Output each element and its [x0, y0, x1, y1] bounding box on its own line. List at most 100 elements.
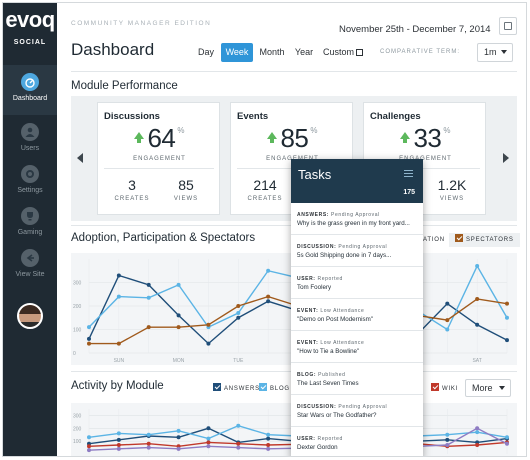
brand-sub: SOCIAL: [13, 39, 47, 46]
data-point[interactable]: [266, 443, 271, 447]
data-point[interactable]: [116, 443, 121, 447]
data-point[interactable]: [266, 294, 271, 299]
task-item[interactable]: DISCUSSION: Pending Approval Star Wars or…: [291, 395, 423, 427]
list-icon[interactable]: [404, 170, 413, 177]
data-point[interactable]: [266, 436, 271, 441]
export-button[interactable]: [499, 17, 517, 35]
data-point[interactable]: [206, 440, 211, 445]
data-point[interactable]: [206, 322, 211, 327]
task-item[interactable]: EVENT: Low Attendance "Demo on Post Moder…: [291, 299, 423, 331]
data-point[interactable]: [236, 315, 241, 320]
data-point[interactable]: [445, 327, 450, 332]
data-point[interactable]: [146, 445, 151, 450]
data-point[interactable]: [475, 296, 480, 301]
avatar[interactable]: [17, 303, 43, 329]
legend-wiki[interactable]: WIKI: [431, 382, 458, 396]
data-point[interactable]: [87, 336, 91, 341]
task-meta: EVENT: Low Attendance: [297, 308, 364, 314]
data-point[interactable]: [445, 437, 450, 442]
data-point[interactable]: [116, 431, 121, 436]
data-point[interactable]: [266, 268, 271, 273]
data-point[interactable]: [87, 444, 91, 449]
task-item[interactable]: DISCUSSION: Pending Approval 5s Gold Ship…: [291, 235, 423, 267]
comparative-term-select[interactable]: 1m: [477, 43, 513, 62]
data-point[interactable]: [236, 423, 241, 428]
data-point[interactable]: [206, 436, 211, 441]
module-card-discussions[interactable]: Discussions 64% ENGAGEMENT 3 CREATES 85 …: [97, 102, 220, 215]
task-item[interactable]: USER: Reported Tom Foolery: [291, 267, 423, 299]
data-point[interactable]: [505, 338, 509, 343]
tab-month[interactable]: Month: [259, 47, 285, 57]
sidebar-item-dashboard[interactable]: Dashboard: [3, 65, 57, 115]
data-point[interactable]: [87, 448, 91, 453]
sidebar-item-gaming[interactable]: Gaming: [3, 199, 57, 249]
data-point[interactable]: [236, 445, 241, 450]
data-point[interactable]: [505, 301, 509, 306]
data-point[interactable]: [176, 313, 181, 318]
data-point[interactable]: [146, 295, 151, 300]
task-type: EVENT:: [297, 308, 319, 314]
data-point[interactable]: [475, 430, 480, 435]
data-point[interactable]: [116, 446, 121, 451]
sidebar-item-view-site[interactable]: View Site: [3, 241, 57, 291]
data-point[interactable]: [176, 282, 181, 287]
data-point[interactable]: [236, 304, 241, 308]
data-point[interactable]: [266, 432, 271, 437]
data-point[interactable]: [505, 435, 509, 440]
tab-custom[interactable]: Custom: [319, 43, 367, 62]
data-point[interactable]: [445, 301, 450, 306]
brand-logo[interactable]: evoq SOCIAL: [3, 3, 57, 59]
y-tick-label: 0: [73, 351, 76, 357]
comparative-term-value: 1m: [484, 47, 497, 57]
sidebar-item-settings[interactable]: Settings: [3, 157, 57, 207]
carousel-next-button[interactable]: [495, 96, 515, 221]
tab-day[interactable]: Day: [197, 47, 214, 57]
sidebar-item-users[interactable]: Users: [3, 115, 57, 165]
data-point[interactable]: [266, 446, 271, 451]
legend-blog[interactable]: BLOG: [259, 382, 290, 396]
data-point[interactable]: [176, 435, 181, 440]
legend-answers[interactable]: ANSWERS: [213, 382, 260, 396]
task-item[interactable]: EVENT: Low Attendance "How to Tie a Bowli…: [291, 331, 423, 363]
tab-week[interactable]: Week: [221, 43, 253, 62]
data-point[interactable]: [505, 441, 509, 446]
trend-up-icon: [134, 132, 145, 143]
task-item[interactable]: USER: Reported Dexter Gordon: [291, 427, 423, 456]
data-point[interactable]: [87, 325, 91, 330]
data-point[interactable]: [236, 311, 241, 316]
data-point[interactable]: [475, 264, 480, 269]
data-point[interactable]: [176, 446, 181, 451]
data-point[interactable]: [146, 282, 151, 287]
data-point[interactable]: [176, 428, 181, 433]
data-point[interactable]: [445, 443, 450, 447]
data-point[interactable]: [475, 322, 480, 327]
data-point[interactable]: [206, 341, 211, 346]
data-point[interactable]: [116, 437, 121, 442]
data-point[interactable]: [116, 294, 121, 299]
data-point[interactable]: [146, 441, 151, 446]
date-range[interactable]: November 25th - December 7, 2014: [339, 24, 491, 35]
legend-participation[interactable]: ATION: [423, 237, 445, 243]
data-point[interactable]: [475, 426, 480, 431]
data-point[interactable]: [505, 315, 509, 320]
legend-spectators[interactable]: SPECTATORS: [449, 233, 520, 247]
data-point[interactable]: [266, 299, 271, 304]
data-point[interactable]: [116, 273, 121, 278]
data-point[interactable]: [236, 441, 241, 446]
task-item[interactable]: BLOG: Published The Last Seven Times: [291, 363, 423, 395]
data-point[interactable]: [87, 435, 91, 440]
data-point[interactable]: [475, 443, 480, 447]
carousel-prev-button[interactable]: [71, 96, 91, 221]
data-point[interactable]: [146, 432, 151, 437]
data-point[interactable]: [87, 341, 91, 346]
data-point[interactable]: [206, 444, 211, 449]
data-point[interactable]: [206, 426, 211, 431]
data-point[interactable]: [176, 325, 181, 330]
task-item[interactable]: ANSWERS: Pending Approval Why is the gras…: [291, 203, 423, 235]
data-point[interactable]: [116, 341, 121, 346]
data-point[interactable]: [146, 325, 151, 330]
tab-year[interactable]: Year: [294, 47, 314, 57]
more-button[interactable]: More: [465, 379, 511, 397]
data-point[interactable]: [445, 318, 450, 323]
data-point[interactable]: [445, 432, 450, 437]
